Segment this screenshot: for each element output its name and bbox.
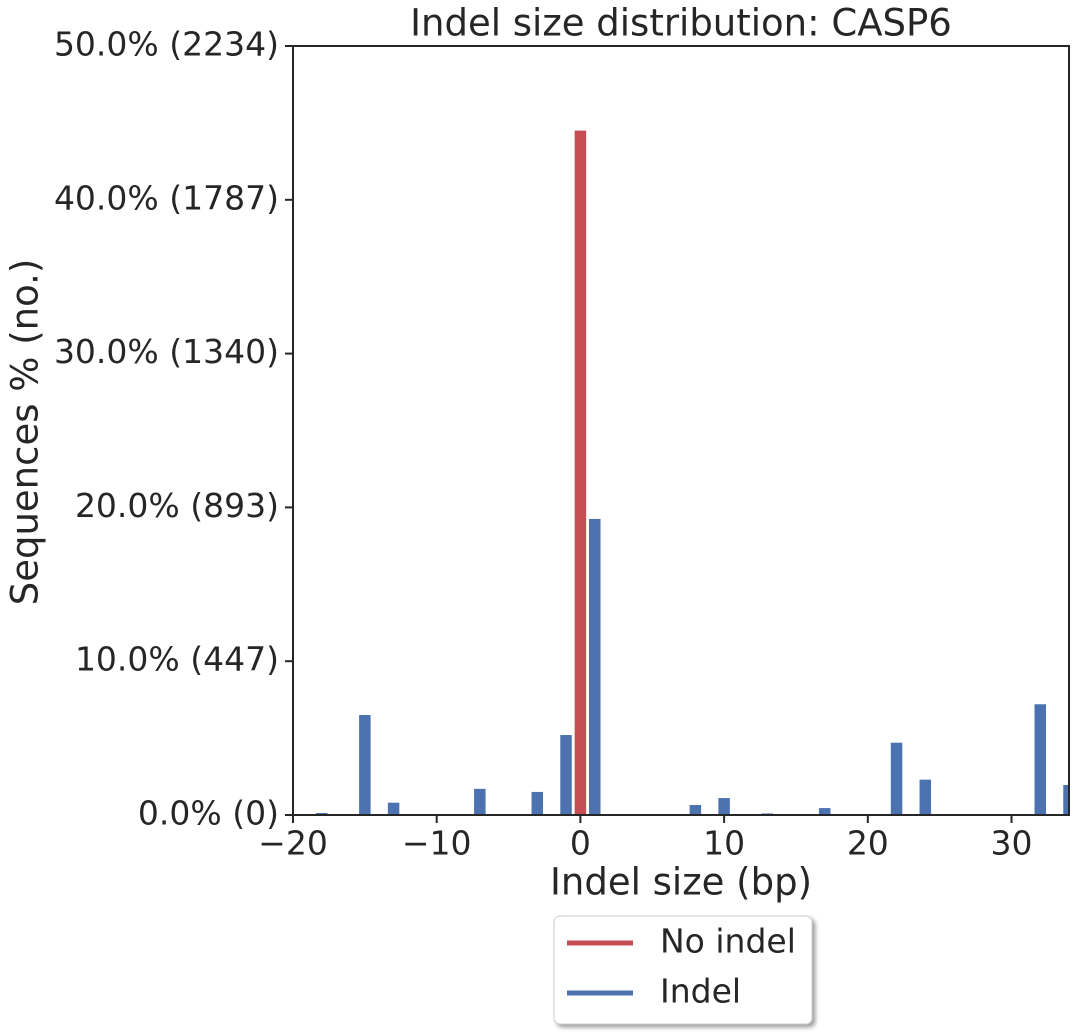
- x-tick-label: 20: [847, 824, 889, 863]
- x-tick-label: 0: [570, 824, 591, 863]
- bar: [359, 715, 371, 815]
- y-tick-label: 0.0% (0): [138, 794, 279, 833]
- bar: [474, 788, 486, 815]
- y-tick-label: 20.0% (893): [75, 486, 279, 525]
- x-tick-label: −10: [402, 824, 472, 863]
- x-tick-label: −20: [258, 824, 328, 863]
- bar: [718, 798, 730, 815]
- chart-title: Indel size distribution: CASP6: [410, 2, 952, 45]
- bar: [560, 735, 572, 815]
- x-tick-label: 30: [991, 824, 1033, 863]
- bar: [387, 802, 400, 815]
- y-tick-label: 40.0% (1787): [54, 178, 279, 217]
- bar: [1034, 704, 1047, 815]
- y-tick-label: 30.0% (1340): [54, 332, 279, 371]
- plot-frame: [292, 45, 1070, 816]
- y-tick-label: 50.0% (2234): [54, 25, 279, 64]
- bar: [531, 791, 544, 815]
- legend: No indel Indel: [553, 915, 813, 1025]
- legend-label: Indel: [660, 972, 741, 1011]
- legend-label: No indel: [660, 922, 796, 961]
- x-tick-label: 10: [703, 824, 745, 863]
- bar: [818, 808, 831, 815]
- y-tick-label: 10.0% (447): [75, 640, 279, 679]
- bar: [589, 518, 601, 815]
- bar: [1063, 785, 1069, 815]
- bar: [574, 130, 587, 815]
- x-axis-label: Indel size (bp): [550, 861, 812, 904]
- bar: [890, 742, 903, 815]
- bar: [919, 779, 932, 815]
- bars: [315, 130, 1069, 815]
- bar: [689, 805, 702, 815]
- y-axis-label: Sequences % (no.): [4, 259, 47, 606]
